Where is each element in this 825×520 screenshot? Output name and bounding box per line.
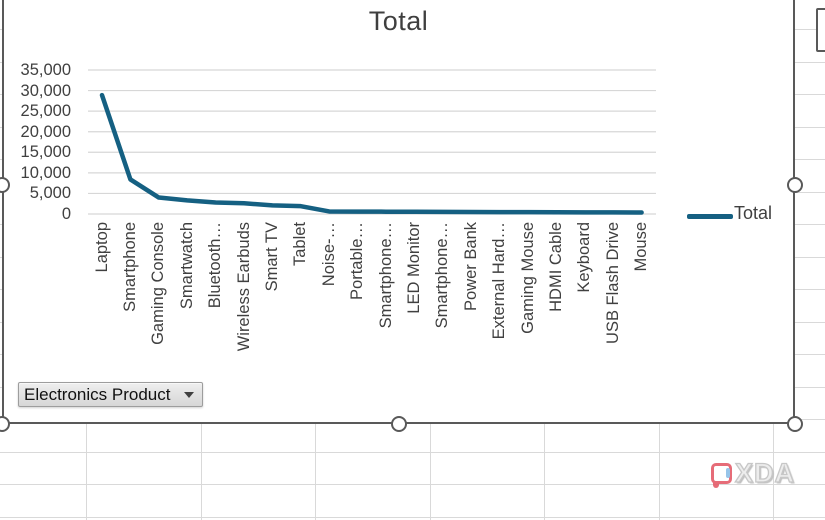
x-category-label: Smartphone bbox=[120, 222, 139, 312]
y-tick-label: 5,000 bbox=[29, 184, 71, 203]
x-category-label: Tablet bbox=[291, 222, 310, 267]
field-button-electronics-product[interactable]: Electronics Product bbox=[18, 382, 203, 407]
xda-watermark: XDA bbox=[711, 457, 796, 489]
y-tick-label: 20,000 bbox=[20, 122, 71, 141]
x-category-label: Bluetooth… bbox=[206, 222, 225, 309]
x-category-label: External Hard… bbox=[490, 222, 509, 340]
x-category-label: Smartwatch bbox=[177, 222, 196, 310]
chart-object[interactable] bbox=[2, 0, 795, 424]
chart-resize-handle-left[interactable] bbox=[0, 177, 10, 193]
x-category-label: Portable… bbox=[348, 222, 367, 300]
x-category-label: Gaming Mouse bbox=[518, 222, 537, 334]
x-category-label: Gaming Console bbox=[149, 222, 168, 345]
y-tick-label: 10,000 bbox=[20, 163, 71, 182]
chart-elements-button-partial[interactable] bbox=[816, 8, 825, 52]
chart-resize-handle-bottom-right[interactable] bbox=[787, 416, 803, 432]
x-category-label: HDMI Cable bbox=[546, 222, 565, 312]
chart-title[interactable]: Total bbox=[368, 6, 429, 36]
chart-resize-handle-bottom-left[interactable] bbox=[0, 416, 10, 432]
legend-label: Total bbox=[734, 203, 773, 223]
xda-watermark-text: XDA bbox=[734, 457, 796, 488]
xda-logo-icon bbox=[711, 463, 732, 488]
x-category-label: Wireless Earbuds bbox=[234, 222, 253, 352]
x-category-label: Smartphone… bbox=[433, 222, 452, 329]
y-tick-label: 35,000 bbox=[20, 61, 71, 79]
x-category-label: Smartphone… bbox=[376, 222, 395, 329]
x-category-label: Smart TV bbox=[262, 222, 281, 292]
x-category-label: Laptop bbox=[92, 222, 111, 273]
chart-resize-handle-right[interactable] bbox=[787, 177, 803, 193]
legend-line-swatch bbox=[687, 214, 733, 219]
xda-logo-blue-accent bbox=[725, 468, 730, 478]
chart-resize-handle-bottom[interactable] bbox=[391, 416, 407, 432]
x-category-label: LED Monitor bbox=[404, 222, 423, 314]
x-category-label: USB Flash Drive bbox=[603, 222, 622, 344]
field-button-label: Electronics Product bbox=[24, 384, 171, 404]
y-tick-label: 15,000 bbox=[20, 143, 71, 162]
dropdown-arrow-icon bbox=[184, 391, 194, 398]
x-category-label: Mouse bbox=[632, 222, 651, 272]
y-tick-label: 25,000 bbox=[20, 102, 71, 121]
x-category-label: Power Bank bbox=[461, 222, 480, 311]
x-category-label: Noise-… bbox=[319, 222, 338, 287]
y-tick-label: 0 bbox=[61, 205, 71, 223]
chart-legend[interactable]: Total bbox=[687, 200, 797, 226]
xda-logo-tail bbox=[713, 481, 719, 488]
x-category-label: Keyboard bbox=[575, 222, 594, 293]
y-tick-label: 30,000 bbox=[20, 81, 71, 100]
